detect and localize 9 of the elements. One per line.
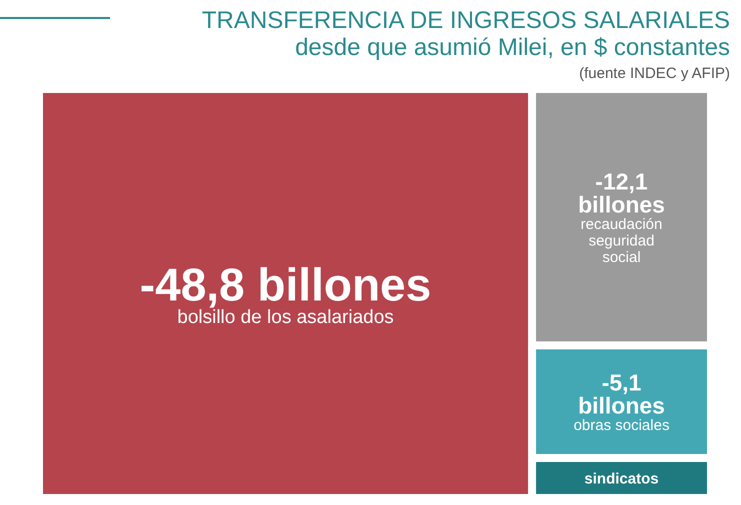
text: TRANSFERENCIA DE INGRESOS SALARIALES [202, 7, 730, 34]
data-label: -5,1 billones [578, 370, 665, 419]
category-label: obras sociales [574, 416, 670, 434]
text: (fuente INDEC y AFIP) [579, 65, 730, 82]
category-label: recaudación seguridad social [580, 216, 662, 266]
text: desde que asumió Milei, en $ constantes [295, 34, 730, 61]
category-label: sindicatos [584, 470, 659, 488]
category-label: bolsillo de los asalariados [177, 307, 394, 328]
data-label: -12,1 billones [578, 168, 665, 218]
